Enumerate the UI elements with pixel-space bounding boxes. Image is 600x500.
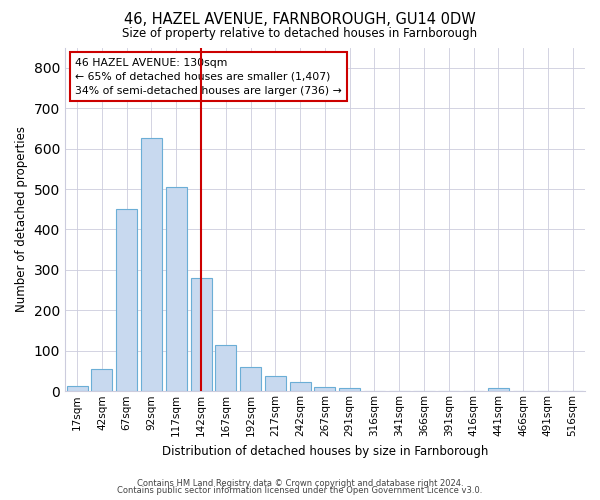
Text: 46, HAZEL AVENUE, FARNBOROUGH, GU14 0DW: 46, HAZEL AVENUE, FARNBOROUGH, GU14 0DW <box>124 12 476 28</box>
Bar <box>265 376 286 392</box>
X-axis label: Distribution of detached houses by size in Farnborough: Distribution of detached houses by size … <box>162 444 488 458</box>
Bar <box>191 278 212 392</box>
Bar <box>339 388 360 392</box>
Bar <box>488 388 509 392</box>
Bar <box>67 386 88 392</box>
Y-axis label: Number of detached properties: Number of detached properties <box>15 126 28 312</box>
Text: Contains public sector information licensed under the Open Government Licence v3: Contains public sector information licen… <box>118 486 482 495</box>
Text: 46 HAZEL AVENUE: 130sqm
← 65% of detached houses are smaller (1,407)
34% of semi: 46 HAZEL AVENUE: 130sqm ← 65% of detache… <box>75 58 342 96</box>
Bar <box>166 187 187 392</box>
Bar <box>116 210 137 392</box>
Bar <box>215 345 236 392</box>
Text: Contains HM Land Registry data © Crown copyright and database right 2024.: Contains HM Land Registry data © Crown c… <box>137 478 463 488</box>
Bar <box>91 369 112 392</box>
Bar <box>314 387 335 392</box>
Bar <box>240 367 261 392</box>
Bar <box>290 382 311 392</box>
Text: Size of property relative to detached houses in Farnborough: Size of property relative to detached ho… <box>122 28 478 40</box>
Bar <box>141 138 162 392</box>
